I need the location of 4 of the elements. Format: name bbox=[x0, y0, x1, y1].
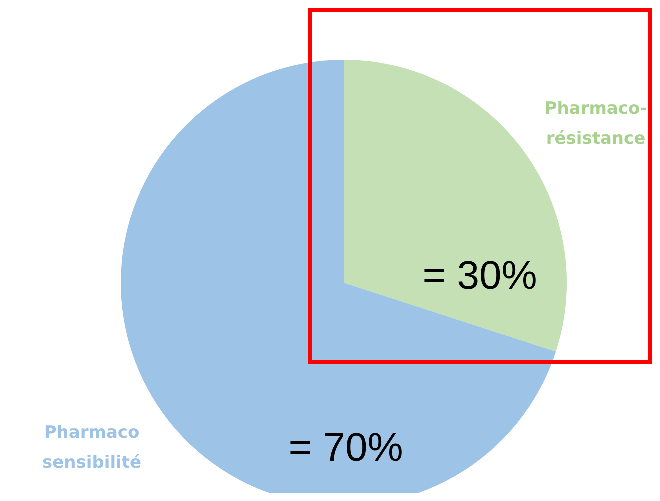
data-label: = 70% bbox=[288, 426, 404, 470]
data-label: = 30% bbox=[422, 254, 538, 298]
slice-label: Pharmaco-résistance bbox=[544, 99, 648, 149]
slice-label: Pharmaco sensibilité bbox=[42, 423, 142, 473]
